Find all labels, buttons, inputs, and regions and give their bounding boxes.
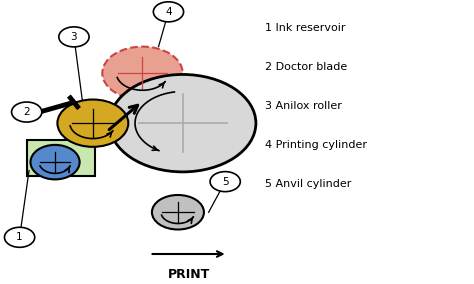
Ellipse shape <box>152 195 204 229</box>
Ellipse shape <box>4 227 35 247</box>
Text: 1 Ink reservoir: 1 Ink reservoir <box>265 23 346 33</box>
Ellipse shape <box>59 27 89 47</box>
Text: 5: 5 <box>222 177 228 187</box>
Ellipse shape <box>57 99 128 147</box>
Text: 3 Anilox roller: 3 Anilox roller <box>265 101 342 111</box>
Text: 1: 1 <box>16 232 23 242</box>
Text: 3: 3 <box>71 32 77 42</box>
Text: PRINT: PRINT <box>167 268 210 281</box>
Text: 4: 4 <box>165 7 172 17</box>
Ellipse shape <box>109 74 256 172</box>
Ellipse shape <box>102 47 182 99</box>
Text: 2 Doctor blade: 2 Doctor blade <box>265 62 347 72</box>
Text: 2: 2 <box>23 107 30 117</box>
Ellipse shape <box>30 145 80 179</box>
Ellipse shape <box>154 2 183 22</box>
Ellipse shape <box>11 102 42 122</box>
Ellipse shape <box>210 172 240 192</box>
Bar <box>27 140 95 176</box>
Text: 5 Anvil cylinder: 5 Anvil cylinder <box>265 179 352 189</box>
Text: 4 Printing cylinder: 4 Printing cylinder <box>265 140 367 150</box>
